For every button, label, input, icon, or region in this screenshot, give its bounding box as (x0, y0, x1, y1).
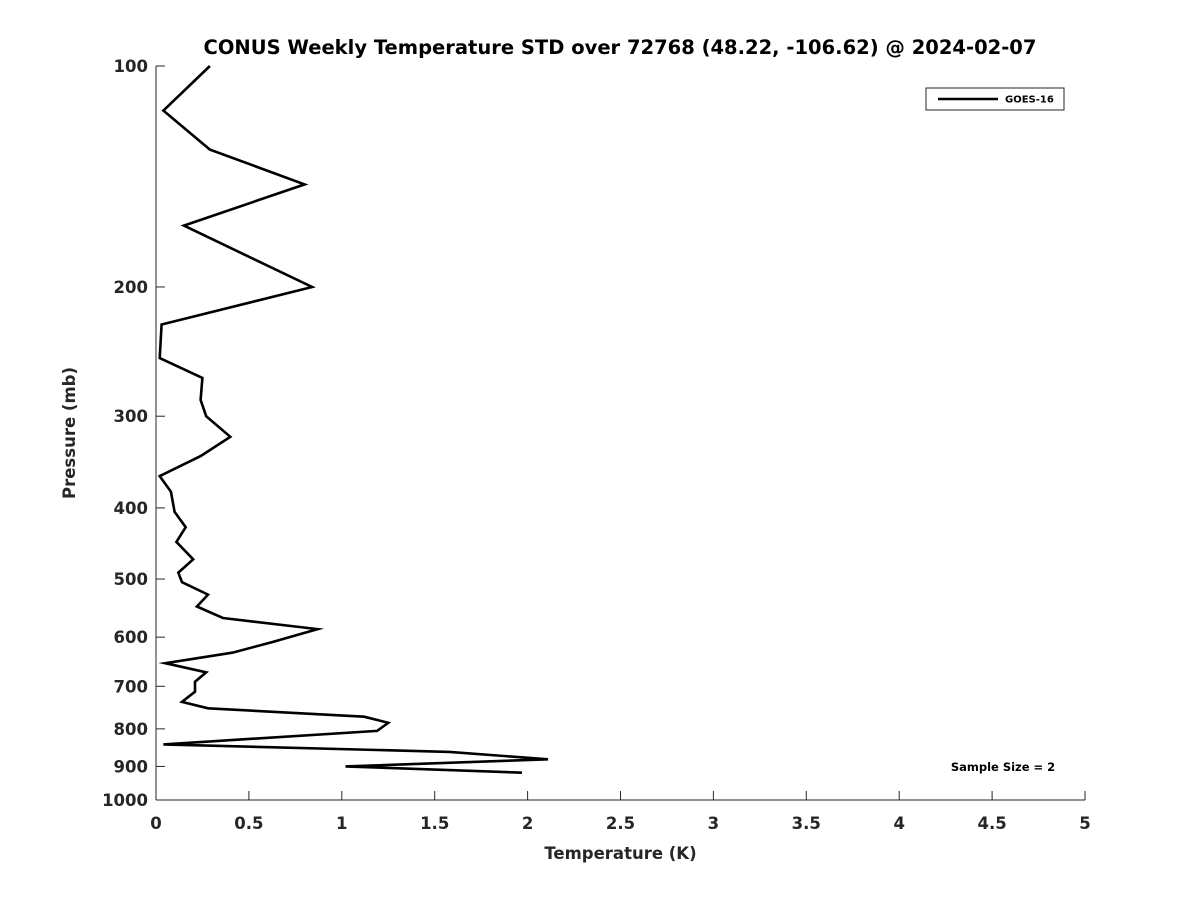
x-tick-label: 3 (708, 814, 719, 833)
x-tick-label: 5 (1079, 814, 1090, 833)
y-tick-label: 100 (114, 57, 148, 76)
x-tick-label: 4 (893, 814, 904, 833)
legend: GOES-16 (925, 87, 1065, 111)
chart-title: CONUS Weekly Temperature STD over 72768 … (204, 36, 1037, 59)
y-tick-label: 600 (114, 628, 148, 647)
y-tick-label: 900 (114, 757, 148, 776)
y-tick-label: 800 (114, 720, 148, 739)
x-tick-label: 4.5 (977, 814, 1006, 833)
y-tick-label: 700 (114, 677, 148, 696)
legend-label: GOES-16 (1005, 95, 1054, 106)
y-tick-label: 300 (114, 407, 148, 426)
y-axis-ticks: 100 200 300 400 500 600 700 800 900 1000 (102, 57, 165, 810)
y-tick-label: 400 (114, 499, 148, 518)
x-tick-label: 0.5 (234, 814, 263, 833)
y-axis-label: Pressure (mb) (60, 367, 79, 499)
x-axis-label: Temperature (K) (544, 844, 696, 863)
sample-size-annotation: Sample Size = 2 (951, 760, 1055, 774)
y-tick-label: 500 (114, 570, 148, 589)
series-layer (157, 65, 549, 774)
plot-area (156, 66, 1085, 800)
x-tick-label: 1 (336, 814, 347, 833)
x-tick-label: 0 (150, 814, 161, 833)
series-line-goes-16 (157, 65, 549, 774)
x-tick-label: 2 (522, 814, 533, 833)
y-tick-label: 200 (114, 278, 148, 297)
x-tick-label: 1.5 (420, 814, 449, 833)
y-tick-label: 1000 (102, 791, 148, 810)
x-axis-ticks: 0 0.5 1 1.5 2 2.5 3 3.5 4 4.5 5 (150, 791, 1091, 833)
x-tick-label: 3.5 (792, 814, 821, 833)
x-tick-label: 2.5 (606, 814, 635, 833)
